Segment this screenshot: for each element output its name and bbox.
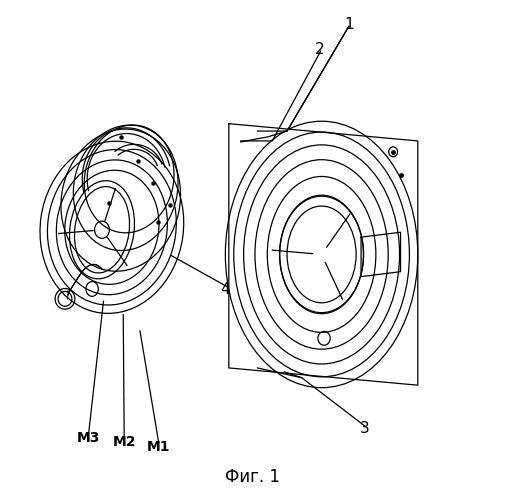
Text: M3: M3 <box>77 431 100 445</box>
Text: Фиг. 1: Фиг. 1 <box>225 469 280 487</box>
Text: 3: 3 <box>360 421 370 436</box>
Text: 1: 1 <box>344 17 354 32</box>
Text: 2: 2 <box>315 42 325 57</box>
Text: M1: M1 <box>147 440 171 454</box>
Text: M2: M2 <box>113 435 136 449</box>
Text: 4: 4 <box>221 282 230 297</box>
